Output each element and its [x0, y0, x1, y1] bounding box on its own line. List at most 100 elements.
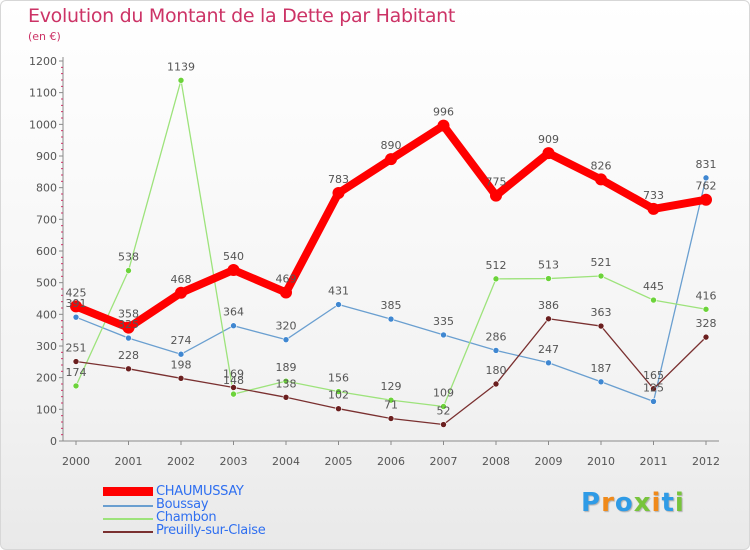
x-tick-label: 2009 [535, 455, 563, 468]
data-point [125, 267, 132, 274]
data-point [122, 321, 135, 334]
data-label: 274 [171, 334, 192, 347]
x-tick-label: 2010 [587, 455, 615, 468]
y-tick-label: 200 [36, 372, 57, 385]
data-label: 364 [223, 306, 244, 319]
data-point [597, 272, 605, 280]
x-tick-label: 2002 [167, 455, 195, 468]
chart-title: Evolution du Montant de la Dette par Hab… [28, 5, 456, 27]
data-label: 165 [643, 369, 664, 382]
data-point [647, 202, 660, 215]
data-label: 996 [433, 106, 454, 119]
data-label: 328 [696, 317, 717, 330]
legend-label: CHAUMUSSAY [156, 484, 244, 499]
logo-letter: r [601, 488, 615, 518]
data-label: 386 [538, 299, 559, 312]
data-label: 109 [433, 386, 454, 399]
data-label: 469 [276, 272, 297, 285]
data-label: 174 [66, 366, 87, 379]
data-label: 138 [276, 377, 297, 390]
data-label: 445 [643, 280, 664, 293]
legend-label: Chambon [156, 510, 217, 525]
data-point [545, 359, 552, 367]
data-point [492, 380, 500, 388]
data-label: 363 [591, 306, 612, 319]
data-point [72, 313, 80, 321]
data-point [702, 174, 710, 182]
data-point [227, 264, 240, 276]
x-tick-label: 2006 [377, 455, 405, 468]
data-point [332, 187, 345, 200]
legend-swatch [103, 531, 153, 533]
data-point [177, 77, 185, 84]
data-point [230, 390, 237, 398]
data-label: 826 [591, 159, 612, 172]
legend-label: Boussay [156, 497, 209, 512]
y-tick-label: 1000 [29, 118, 57, 131]
data-label: 189 [276, 361, 297, 374]
data-label: 325 [118, 318, 139, 331]
data-point [72, 382, 80, 390]
data-point [230, 384, 237, 391]
data-label: 762 [696, 180, 717, 193]
data-point [492, 275, 500, 283]
data-point [545, 315, 552, 323]
data-point [70, 300, 82, 313]
y-tick-label: 100 [36, 403, 57, 416]
data-label: 125 [643, 381, 664, 394]
data-point [280, 286, 292, 299]
data-label: 540 [223, 250, 244, 263]
data-point [387, 315, 395, 323]
data-label: 187 [591, 362, 612, 375]
data-label: 416 [696, 289, 717, 302]
data-point [650, 398, 657, 405]
data-label: 169 [223, 367, 244, 380]
data-label: 783 [328, 173, 349, 186]
data-label: 831 [696, 158, 717, 171]
data-point [542, 147, 555, 160]
data-label: 129 [381, 380, 402, 393]
data-label: 180 [486, 364, 507, 377]
y-tick-label: 800 [36, 182, 57, 195]
data-point [702, 305, 710, 313]
data-label: 890 [381, 139, 402, 152]
data-label: 286 [486, 330, 507, 343]
logo-letter: x [633, 488, 652, 518]
y-tick-label: 300 [36, 340, 57, 353]
data-point [335, 301, 342, 308]
data-label: 909 [538, 133, 559, 146]
data-point [597, 322, 605, 330]
legend-swatch [103, 518, 153, 520]
chart-subtitle: (en €) [28, 30, 61, 43]
x-tick-label: 2011 [640, 455, 668, 468]
data-label: 431 [328, 285, 349, 298]
x-tick-label: 2004 [272, 455, 300, 468]
y-tick-label: 0 [50, 435, 57, 448]
legend-label: Preuilly-sur-Claise [156, 523, 266, 538]
x-tick-label: 2001 [115, 455, 143, 468]
data-point [282, 393, 290, 401]
data-point [385, 153, 397, 166]
data-label: 512 [486, 259, 507, 272]
logo-letter: P [581, 488, 602, 518]
y-tick-label: 600 [36, 245, 57, 258]
data-label: 156 [328, 372, 349, 385]
data-point [437, 119, 450, 132]
data-label: 521 [591, 256, 612, 269]
data-point [282, 377, 290, 385]
data-label: 391 [66, 297, 87, 310]
y-tick-label: 1200 [29, 55, 57, 68]
y-tick-label: 1100 [29, 87, 57, 100]
x-tick-label: 2003 [220, 455, 248, 468]
data-label: 513 [538, 259, 559, 272]
x-tick-label: 2012 [692, 455, 720, 468]
data-label: 733 [643, 189, 664, 202]
data-point [700, 193, 712, 206]
data-point [125, 365, 132, 373]
data-label: 425 [66, 286, 87, 299]
data-point [597, 378, 605, 386]
data-point [230, 322, 237, 330]
data-point [440, 403, 447, 410]
data-point [595, 173, 607, 186]
